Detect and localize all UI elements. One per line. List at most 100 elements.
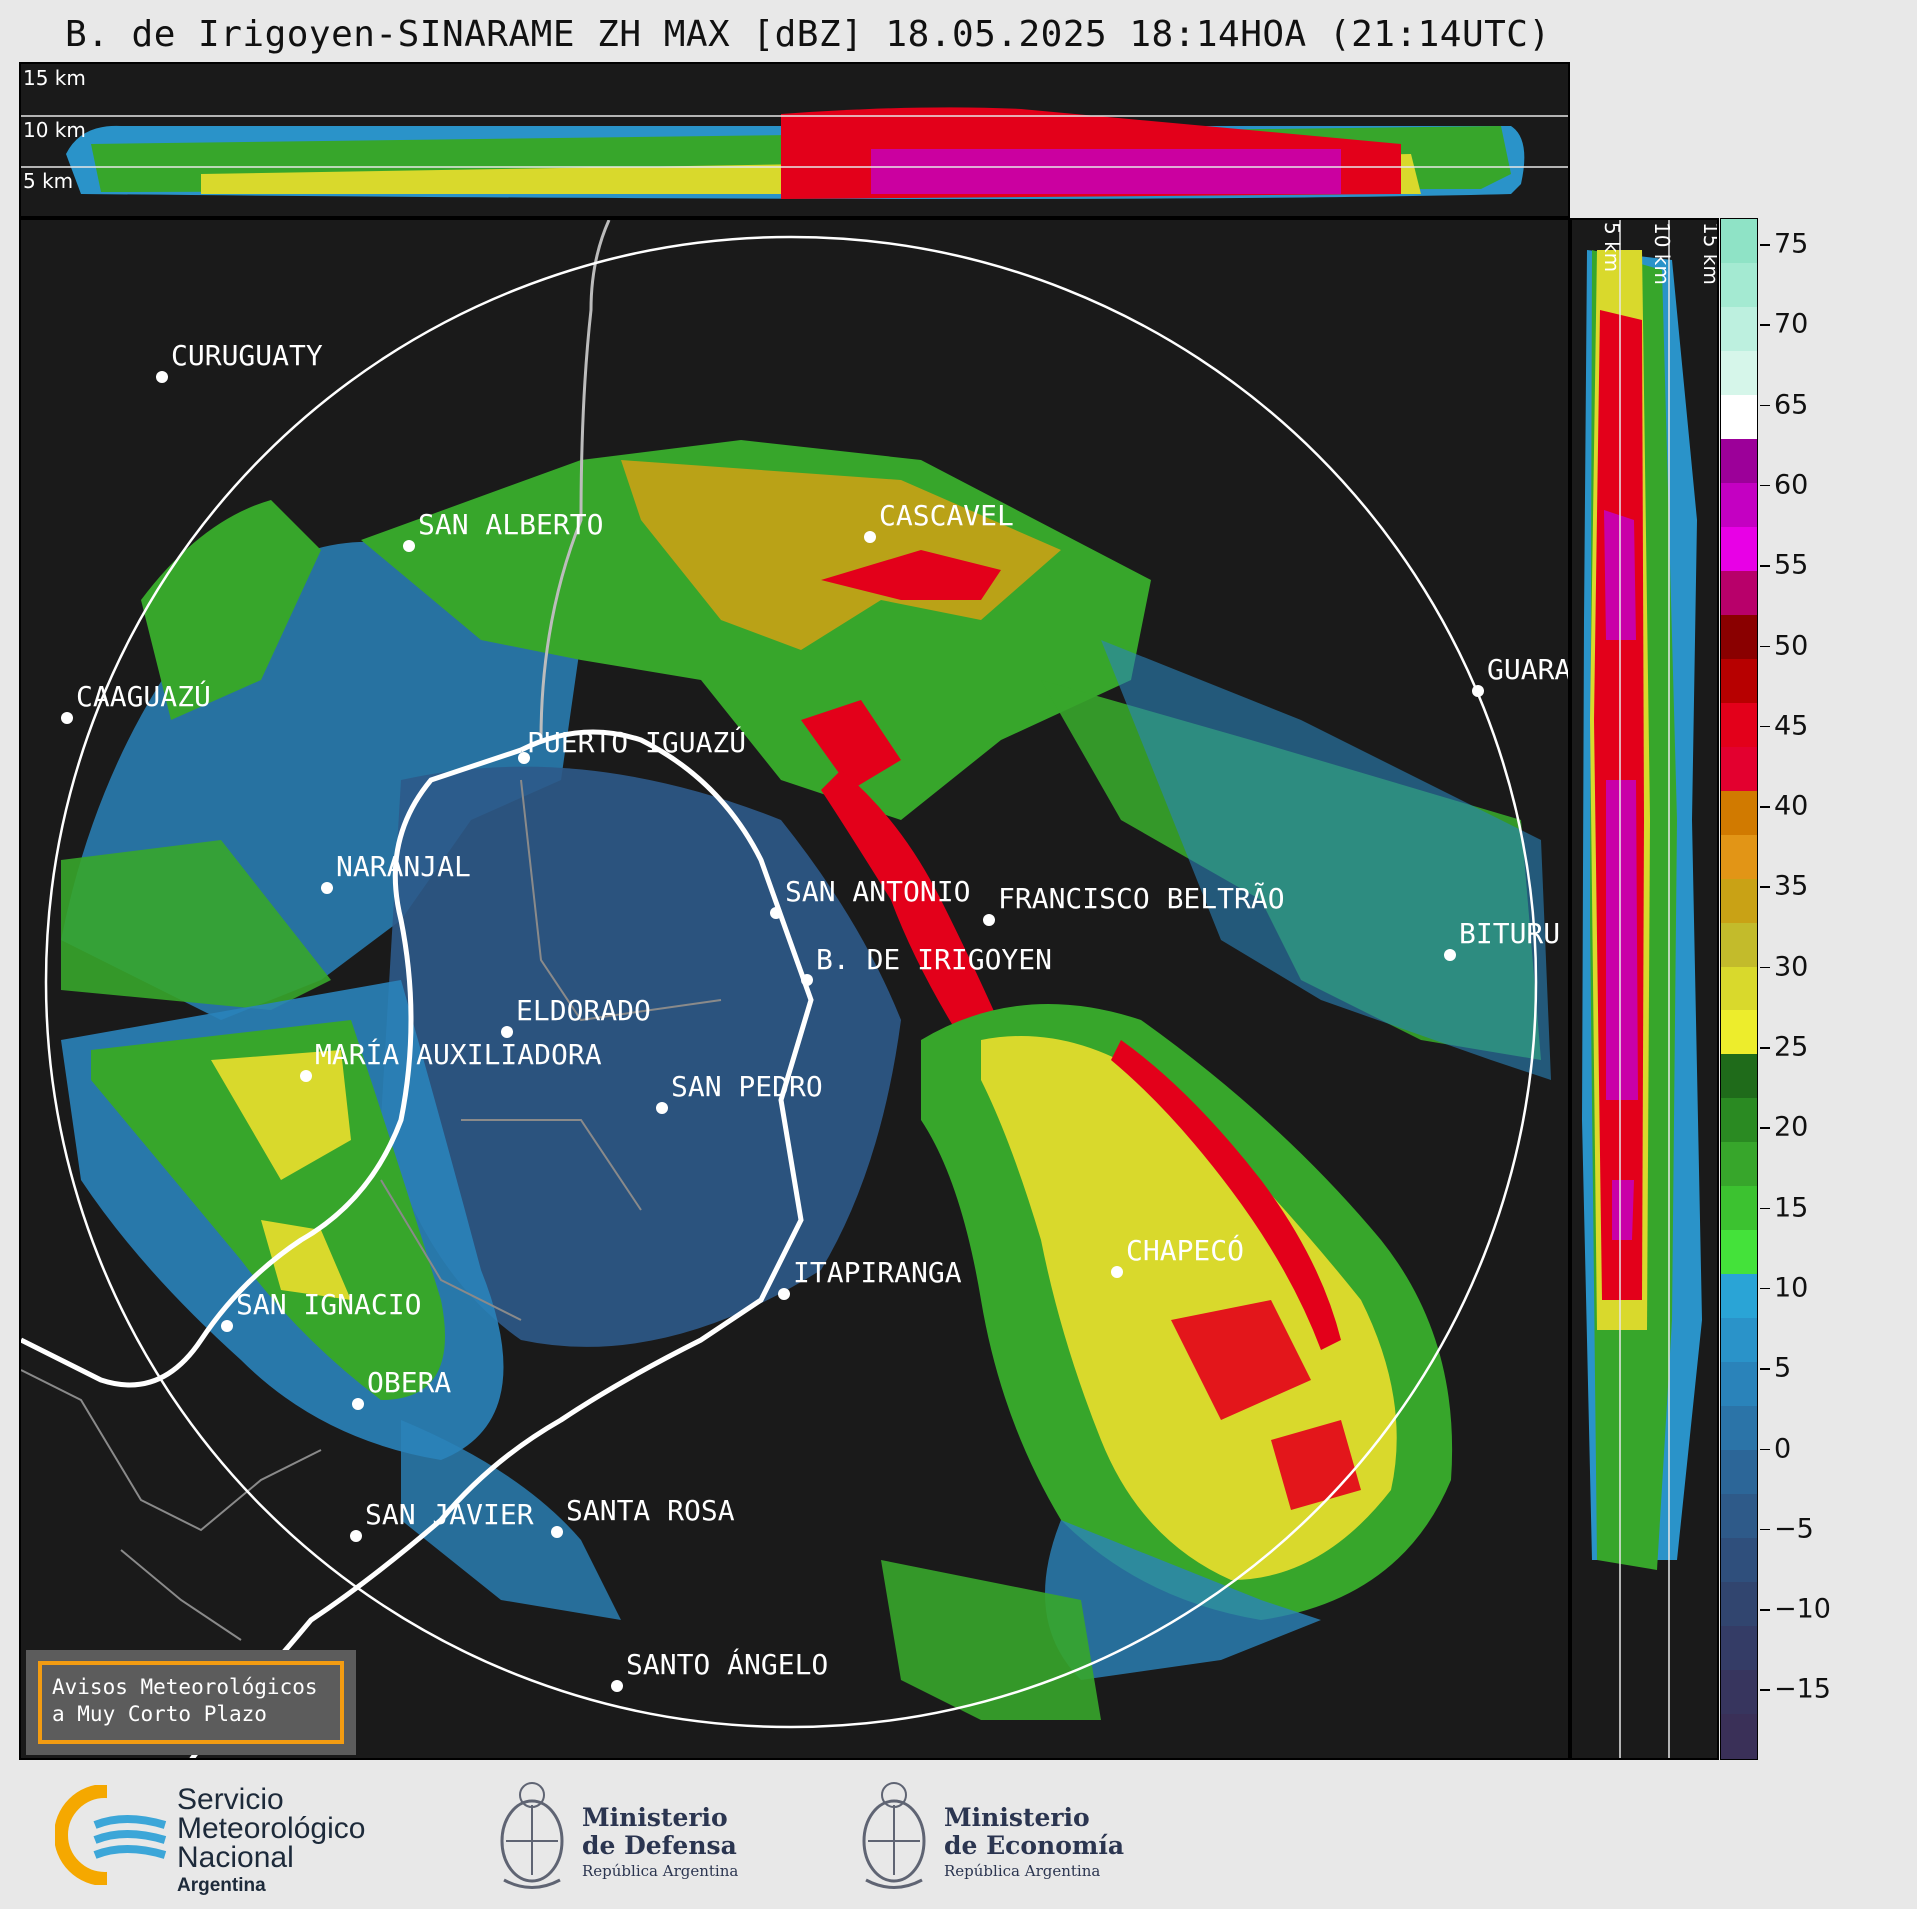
city-label-santa-rosa: SANTA ROSA <box>566 1494 735 1527</box>
defensa-logo-text: Ministerio de Defensa República Argentin… <box>582 1804 738 1881</box>
city-dot-guara <box>1472 685 1484 697</box>
economia-logo-text: Ministerio de Economía República Argenti… <box>944 1803 1125 1881</box>
city-dot-chapeco <box>1111 1266 1123 1278</box>
city-dot-b-de-irigoyen <box>801 974 813 986</box>
side-profile-label-10km: 10 km <box>1650 222 1674 285</box>
brazil-paraguay-border <box>539 220 611 741</box>
colorbar-band <box>1721 614 1757 660</box>
economia-line1: Ministerio <box>944 1803 1090 1832</box>
city-label-puerto-iguazu: PUERTO IGUAZÚ <box>527 725 746 759</box>
echo-yellow-southwest <box>211 1050 351 1300</box>
colorbar-band <box>1721 350 1757 396</box>
city-label-curuguaty: CURUGUATY <box>171 339 323 372</box>
colorbar-band <box>1721 526 1757 572</box>
range-ring <box>44 235 1538 1729</box>
smn-line3: Nacional <box>177 1841 294 1874</box>
colorbar-band <box>1721 438 1757 484</box>
colorbar-band <box>1721 658 1757 704</box>
city-dot-cascavel <box>864 531 876 543</box>
colorbar-band <box>1721 1538 1757 1584</box>
city-dot-santo-angelo <box>611 1680 623 1692</box>
city-label-bituru: BITURU <box>1459 917 1560 950</box>
colorbar-band <box>1721 482 1757 528</box>
top-profile-label-5km: 5 km <box>23 169 74 193</box>
colorbar-tick-label: 70 <box>1774 308 1809 340</box>
colorbar-tick <box>1760 484 1770 487</box>
corrientes-lines <box>21 1369 322 1641</box>
colorbar-band <box>1721 1274 1757 1320</box>
city-label-guara: GUARA <box>1487 653 1570 686</box>
colorbar-tick <box>1760 404 1770 407</box>
city-label-itapiranga: ITAPIRANGA <box>793 1256 962 1289</box>
city-dot-san-alberto <box>403 540 415 552</box>
colorbar-tick-label: 35 <box>1774 870 1809 902</box>
colorbar-band <box>1721 1494 1757 1540</box>
colorbar-band <box>1721 1142 1757 1188</box>
city-dot-santa-rosa <box>551 1526 563 1538</box>
colorbar-tick <box>1760 806 1770 808</box>
colorbar-tick <box>1760 966 1770 969</box>
colorbar-band <box>1721 1714 1757 1759</box>
colorbar-tick-label: 65 <box>1774 389 1809 421</box>
notice-box: Avisos Meteorológicos a Muy Corto Plazo <box>38 1661 344 1744</box>
city-label-cascavel: CASCAVEL <box>879 499 1014 532</box>
colorbar-tick <box>1760 725 1770 728</box>
colorbar-tick-label: 60 <box>1774 469 1809 501</box>
economia-sub: República Argentina <box>944 1862 1101 1880</box>
colorbar-tick <box>1760 565 1770 567</box>
colorbar-band <box>1721 1318 1757 1364</box>
city-dot-bituru <box>1444 949 1456 961</box>
city-markers <box>61 371 1484 1692</box>
city-dot-san-ignacio <box>221 1320 233 1332</box>
department-lines <box>380 779 722 1321</box>
colorbar-band <box>1721 219 1757 264</box>
coat-of-arms-economia-icon <box>862 1782 926 1889</box>
colorbar-tick <box>1760 1689 1770 1691</box>
smn-line2: Meteorológico <box>177 1812 366 1845</box>
city-labels: CURUGUATY SAN ALBERTO CAAGUAZÚ CASCAVEL … <box>76 339 1570 1681</box>
economia-line2: de Economía <box>944 1831 1125 1860</box>
colorbar-tick-label: 0 <box>1774 1433 1792 1464</box>
colorbar-band <box>1721 394 1757 440</box>
colorbar-tick-label: 20 <box>1774 1111 1809 1143</box>
city-label-maria-auxiliadora: MARÍA AUXILIADORA <box>315 1037 602 1071</box>
city-label-francisco-beltrao: FRANCISCO BELTRÃO <box>998 882 1285 915</box>
city-label-san-javier: SAN JAVIER <box>365 1498 534 1531</box>
colorbar-band <box>1721 1230 1757 1276</box>
colorbar-band <box>1721 306 1757 352</box>
city-label-caaguazu: CAAGUAZÚ <box>76 679 211 713</box>
colorbar-tick <box>1760 244 1770 246</box>
colorbar-tick-label: 25 <box>1774 1031 1809 1063</box>
colorbar-band <box>1721 1010 1757 1056</box>
smn-line1: Servicio <box>177 1783 284 1816</box>
city-dot-san-javier <box>350 1530 362 1542</box>
city-label-san-alberto: SAN ALBERTO <box>418 508 603 541</box>
top-profile-svg <box>21 107 1568 216</box>
city-dot-francisco-beltrao <box>983 914 995 926</box>
radar-map[interactable]: CURUGUATY SAN ALBERTO CAAGUAZÚ CASCAVEL … <box>19 218 1570 1760</box>
colorbar-tick <box>1760 1368 1770 1370</box>
side-vertical-profile: 5 km 10 km 15 km <box>1570 218 1719 1760</box>
side-profile-label-15km: 15 km <box>1699 222 1719 285</box>
top-profile-echo-gap <box>21 204 1568 216</box>
side-profile-echo-magenta <box>1604 510 1638 1240</box>
defensa-line2: de Defensa <box>582 1831 737 1860</box>
city-dot-curuguaty <box>156 371 168 383</box>
colorbar-band <box>1721 790 1757 836</box>
colorbar-band <box>1721 1626 1757 1672</box>
city-label-chapeco: CHAPECÓ <box>1126 1233 1244 1267</box>
colorbar-tick-label: 40 <box>1774 790 1809 822</box>
colorbar-band <box>1721 1582 1757 1628</box>
city-dot-itapiranga <box>778 1288 790 1300</box>
city-label-obera: OBERA <box>367 1366 451 1399</box>
notice-line1: Avisos Meteorológicos <box>52 1675 318 1699</box>
echo-blue-east-outer <box>1045 1520 1321 1680</box>
colorbar-band <box>1721 262 1757 308</box>
city-dot-obera <box>352 1398 364 1410</box>
top-profile-label-10km: 10 km <box>23 118 86 142</box>
echo-blue-east-north <box>1101 640 1551 1080</box>
notice-panel: Avisos Meteorológicos a Muy Corto Plazo <box>26 1650 356 1755</box>
colorbar-tick-label: 15 <box>1774 1192 1809 1224</box>
colorbar-band <box>1721 1098 1757 1144</box>
notice-line2: a Muy Corto Plazo <box>52 1702 267 1726</box>
